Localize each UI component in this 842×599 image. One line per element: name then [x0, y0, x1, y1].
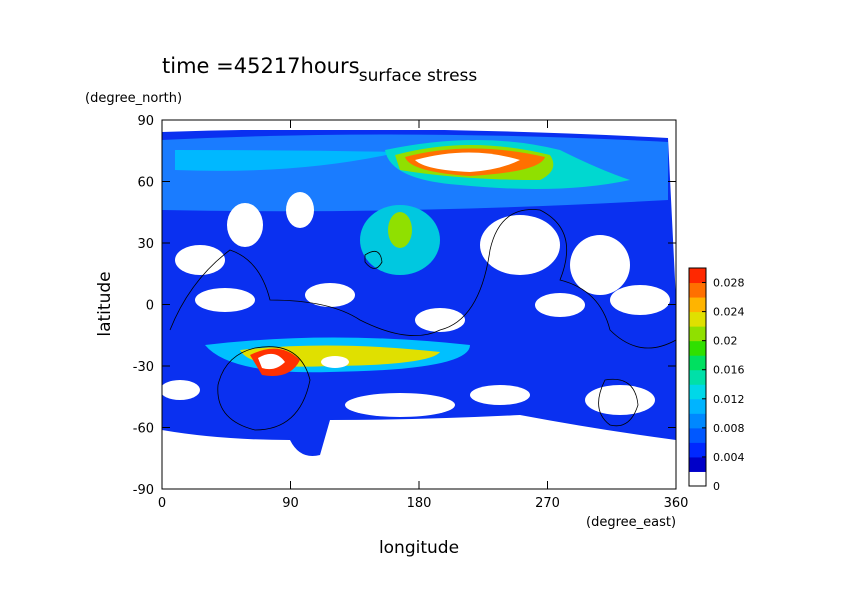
colorbar-segment [689, 326, 706, 342]
contour-field [162, 120, 676, 489]
x-tick-label: 360 [664, 496, 689, 511]
y-tick-label: -30 [133, 360, 154, 375]
colorbar-frame [688, 267, 707, 487]
colorbar-tick-label: 0.008 [713, 422, 745, 435]
chart-title: surface stress [359, 66, 478, 86]
colorbar-segment [689, 442, 706, 458]
colorbar-tick-label: 0.004 [713, 451, 745, 464]
colorbar-segment [689, 340, 706, 356]
subtitle: time =45217hours [162, 54, 360, 78]
y-tick-label: -60 [133, 422, 154, 437]
y-unit: (degree_north) [85, 91, 182, 106]
x-tick-label: 180 [407, 496, 432, 511]
x-tick-label: 90 [282, 496, 299, 511]
colorbar-segment [689, 471, 706, 487]
colorbar-segment [689, 456, 706, 472]
y-tick-label: 0 [146, 299, 154, 314]
colorbar-segment [689, 311, 706, 327]
colorbar-segment [689, 398, 706, 414]
colorbar-tick-label: 0.012 [713, 393, 745, 406]
y-tick-label: 60 [137, 176, 154, 191]
colorbar-tick-label: 0 [713, 480, 720, 493]
x-tick-label: 0 [158, 496, 166, 511]
colorbar-tick-label: 0.028 [713, 277, 745, 290]
colorbar-segment [689, 297, 706, 313]
colorbar-segment [689, 282, 706, 298]
colorbar-segment [689, 268, 706, 284]
colorbar-tick-label: 0.02 [713, 335, 738, 348]
y-tick-label: 90 [137, 114, 154, 129]
colorbar-tick-label: 0.024 [713, 306, 745, 319]
colorbar-segment [689, 384, 706, 400]
y-axis-label: latitude [95, 271, 115, 336]
y-tick-label: 30 [137, 237, 154, 252]
x-tick-label: 270 [535, 496, 560, 511]
colorbar-segment [689, 427, 706, 443]
y-tick-label: -90 [133, 483, 154, 498]
colorbar-segment [689, 369, 706, 385]
colorbar-tick-label: 0.016 [713, 364, 745, 377]
x-unit: (degree_east) [586, 515, 676, 530]
colorbar-segment [689, 413, 706, 429]
colorbar-segment [689, 355, 706, 371]
x-axis-label: longitude [379, 538, 459, 558]
